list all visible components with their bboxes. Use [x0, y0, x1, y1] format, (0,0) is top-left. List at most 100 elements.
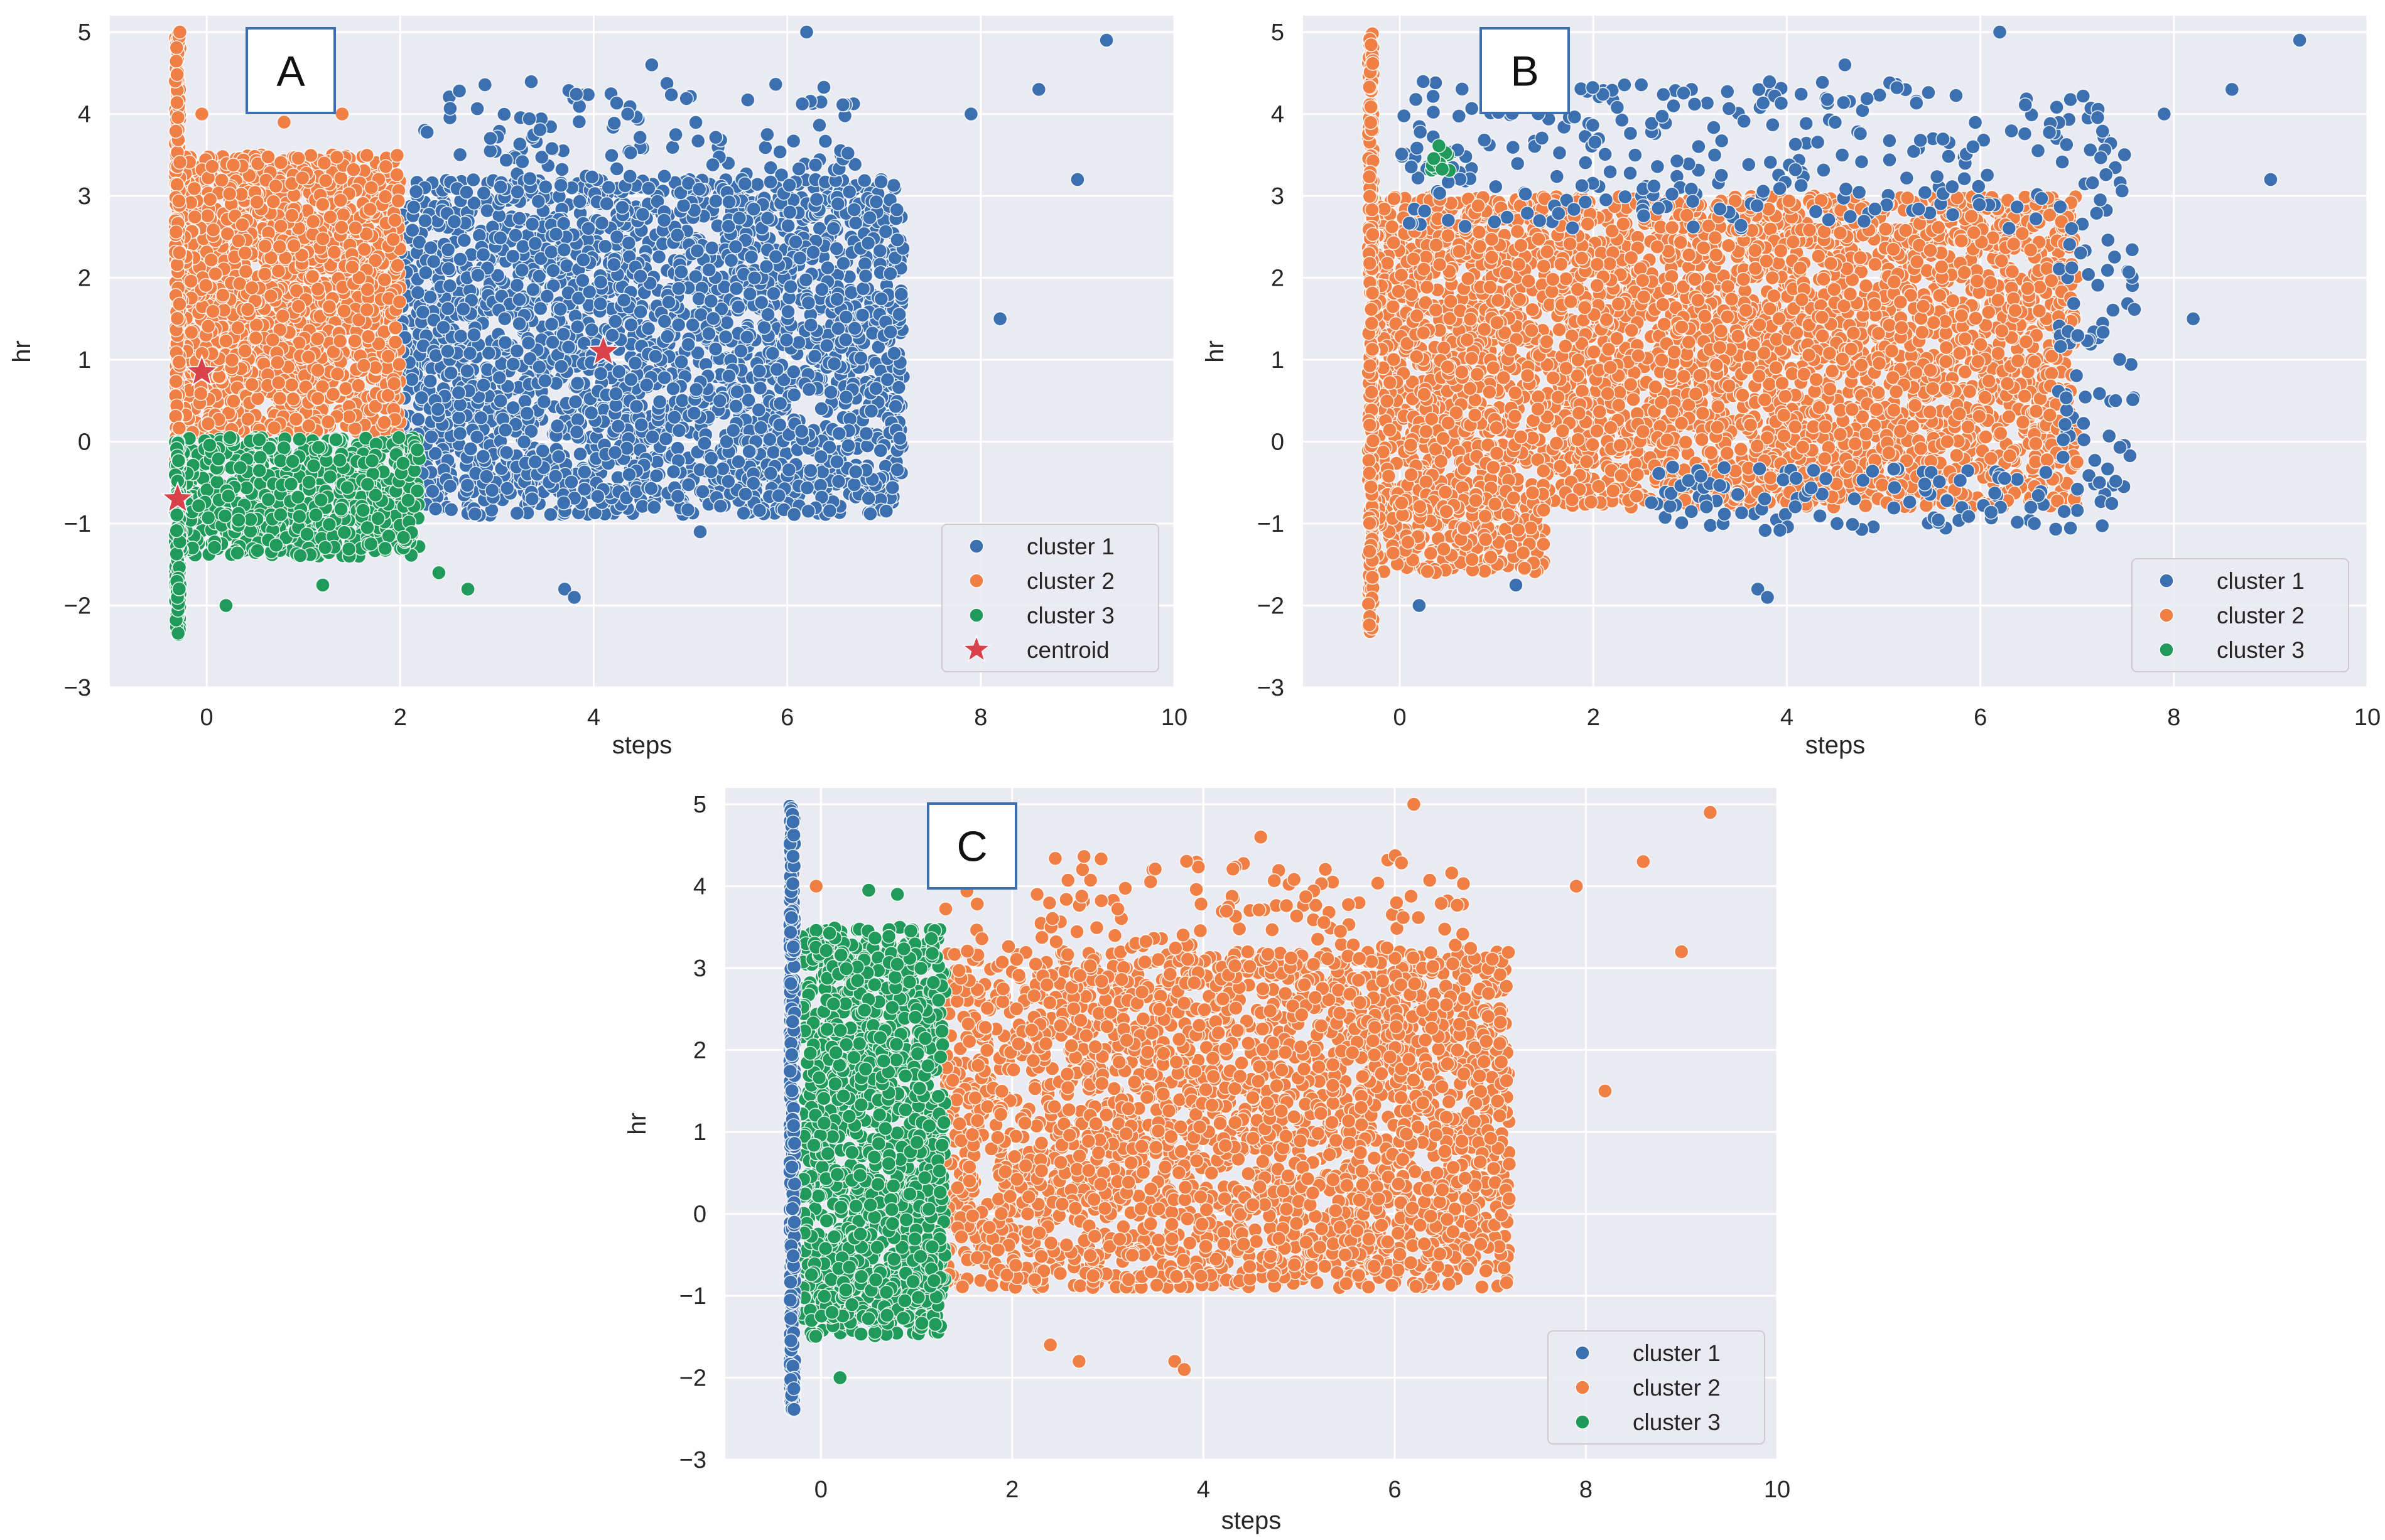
data-point-cluster-1 [806, 245, 821, 260]
data-point-cluster-1 [609, 95, 624, 110]
data-point-cluster-2 [241, 411, 256, 427]
data-point-cluster-1 [576, 464, 592, 480]
data-point-cluster-1 [731, 299, 746, 315]
data-point-cluster-1 [506, 357, 521, 372]
data-point-cluster-1 [848, 215, 863, 231]
data-point-cluster-2 [273, 155, 289, 170]
data-point-cluster-2 [171, 193, 187, 208]
data-point-cluster-1 [544, 316, 560, 332]
data-point-cluster-2 [348, 220, 363, 235]
data-point-cluster-1 [470, 101, 485, 116]
data-point-cluster-2 [301, 418, 316, 434]
data-point-cluster-1 [838, 310, 854, 325]
data-point-cluster-1 [599, 196, 615, 212]
x-tick-label: 4 [587, 704, 600, 731]
data-point-cluster-1 [410, 285, 426, 301]
data-point-cluster-1 [484, 483, 500, 498]
data-point-cluster-2 [364, 180, 379, 195]
data-point-cluster-2 [261, 149, 276, 164]
data-point-cluster-1 [690, 133, 706, 149]
data-point-cluster-1 [855, 281, 871, 296]
data-point-cluster-1 [553, 178, 569, 193]
data-point-cluster-2 [230, 320, 246, 335]
data-point-cluster-2 [187, 209, 203, 225]
data-point-cluster-2 [205, 304, 220, 319]
data-point-cluster-1 [680, 502, 696, 517]
data-point-cluster-1 [873, 174, 889, 190]
data-point-cluster-2 [224, 352, 240, 368]
data-point-cluster-1 [819, 338, 835, 353]
data-point-cluster-2 [301, 349, 316, 365]
data-point-cluster-1 [674, 354, 689, 370]
data-point-cluster-2 [198, 277, 214, 293]
data-point-cluster-1 [452, 397, 468, 412]
data-point-cluster-2 [266, 420, 282, 436]
data-point-cluster-1 [754, 294, 769, 310]
x-tick-label: 10 [1161, 704, 1187, 731]
data-point-cluster-2 [200, 318, 216, 334]
data-point-cluster-1 [657, 314, 673, 329]
data-point-cluster-1 [753, 420, 769, 436]
data-point-cluster-1 [693, 524, 708, 539]
data-point-cluster-1 [442, 478, 458, 494]
data-point-cluster-1 [443, 365, 458, 381]
data-point-cluster-2 [187, 181, 202, 197]
data-point-cluster-2 [391, 357, 407, 372]
data-point-cluster-1 [885, 480, 900, 495]
data-point-cluster-2 [327, 244, 342, 260]
data-point-cluster-1 [786, 133, 801, 149]
data-point-cluster-1 [634, 417, 649, 433]
data-point-cluster-2 [325, 387, 341, 402]
data-point-cluster-1 [760, 127, 775, 143]
data-point-cluster-1 [527, 454, 543, 470]
data-point-cluster-1 [763, 175, 778, 190]
data-point-cluster-1 [624, 317, 639, 333]
data-point-cluster-2 [284, 377, 300, 392]
data-point-cluster-1 [719, 315, 735, 330]
data-point-cluster-2 [214, 173, 229, 188]
data-point-cluster-1 [848, 464, 863, 480]
data-point-cluster-1 [791, 161, 806, 176]
data-point-cluster-1 [616, 293, 632, 308]
data-point-cluster-2 [345, 259, 360, 275]
data-point-cluster-1 [609, 161, 625, 176]
data-point-cluster-1 [635, 207, 651, 222]
data-point-cluster-1 [538, 179, 553, 195]
data-point-cluster-2 [219, 333, 234, 349]
data-point-cluster-2 [172, 296, 187, 312]
data-point-cluster-1 [695, 484, 710, 499]
data-point-cluster-1 [863, 403, 879, 419]
data-point-cluster-1 [522, 171, 538, 186]
data-point-cluster-1 [492, 370, 507, 385]
data-point-cluster-2 [171, 354, 187, 370]
data-point-cluster-1 [622, 467, 637, 482]
data-point-cluster-2 [240, 302, 256, 317]
data-point-cluster-1 [725, 423, 741, 438]
data-point-cluster-1 [701, 326, 717, 342]
data-point-cluster-1 [411, 412, 426, 427]
data-point-cluster-1 [453, 252, 468, 267]
data-point-cluster-1 [657, 370, 672, 385]
data-point-cluster-1 [858, 426, 874, 441]
data-point-cluster-2 [360, 329, 376, 344]
data-point-cluster-1 [747, 270, 762, 286]
data-point-cluster-1 [728, 399, 744, 414]
data-point-cluster-1 [610, 419, 626, 434]
data-point-cluster-1 [703, 293, 719, 309]
data-point-cluster-1 [760, 210, 776, 226]
data-point-cluster-1 [713, 498, 728, 514]
data-point-cluster-1 [575, 272, 590, 288]
data-point-cluster-1 [549, 418, 565, 434]
data-point-cluster-1 [853, 350, 868, 366]
data-point-cluster-1 [744, 249, 759, 265]
data-point-cluster-1 [566, 590, 582, 605]
data-point-cluster-2 [200, 416, 216, 431]
data-point-cluster-2 [390, 257, 405, 273]
data-point-cluster-1 [593, 296, 608, 311]
data-point-cluster-1 [772, 144, 787, 159]
data-point-cluster-1 [671, 423, 687, 438]
data-point-cluster-2 [238, 264, 254, 279]
data-point-cluster-2 [389, 167, 404, 183]
data-point-cluster-1 [641, 321, 656, 337]
data-point-cluster-1 [531, 359, 547, 375]
